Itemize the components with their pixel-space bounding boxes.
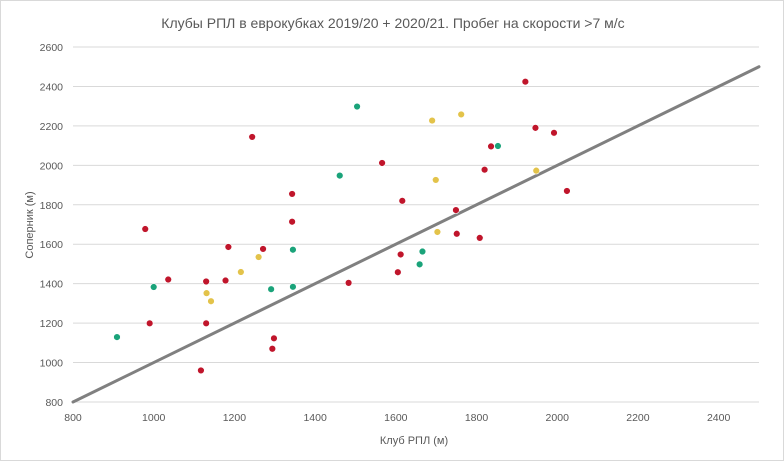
y-tick-label: 2400 — [40, 81, 64, 93]
data-point — [550, 129, 558, 137]
x-tick-label: 1400 — [303, 412, 327, 424]
data-point — [141, 225, 149, 233]
y-tick-label: 1200 — [40, 318, 64, 330]
data-point — [415, 260, 424, 269]
data-point — [532, 166, 540, 175]
x-tick-label: 2000 — [546, 412, 570, 424]
data-point — [487, 142, 495, 151]
reference-line — [71, 65, 761, 404]
y-axis-label: Соперник (м) — [24, 191, 36, 258]
chart-title: Клубы РПЛ в еврокубках 2019/20 + 2020/21… — [161, 15, 624, 31]
data-point — [418, 247, 427, 256]
data-point — [288, 218, 296, 226]
x-tick-label: 2200 — [626, 412, 650, 424]
data-point — [221, 276, 230, 285]
y-tick-label: 1800 — [40, 200, 64, 212]
data-point — [202, 277, 210, 286]
gridlines — [73, 46, 759, 403]
data-point — [259, 245, 267, 253]
series-3 — [113, 102, 502, 341]
x-tick-label: 1600 — [384, 412, 408, 424]
reference-line-group — [71, 65, 761, 404]
x-tick-label: 1000 — [142, 412, 166, 424]
data-point — [394, 268, 402, 276]
y-tick-label: 800 — [45, 397, 63, 409]
data-point — [563, 187, 571, 195]
data-point — [398, 197, 406, 205]
x-tick-label: 800 — [64, 412, 82, 424]
data-point — [113, 333, 121, 341]
data-point — [521, 78, 530, 86]
x-axis-label: Клуб РПЛ (м) — [380, 435, 448, 447]
y-tick-label: 1000 — [40, 358, 64, 370]
data-point — [433, 228, 442, 236]
x-tick-label: 1800 — [465, 412, 489, 424]
data-point — [248, 133, 256, 141]
data-point — [267, 285, 275, 293]
y-axis-ticks: 800 1000 1200 1400 1600 1800 2000 2200 2400 2600 — [40, 42, 64, 409]
data-point — [202, 289, 211, 297]
data-point — [164, 275, 172, 284]
data-point — [396, 250, 405, 259]
series-2 — [202, 110, 540, 305]
data-point — [268, 345, 277, 353]
data-point — [432, 176, 440, 184]
data-point — [289, 283, 297, 291]
x-axis-ticks: 800 1000 1200 1400 1600 1800 2000 2200 2400 — [64, 412, 730, 424]
data-point — [476, 234, 484, 242]
data-point — [224, 243, 233, 251]
data-point — [289, 246, 297, 254]
data-point — [336, 171, 344, 180]
data-point — [270, 334, 278, 342]
data-point — [428, 116, 436, 125]
data-point — [254, 253, 263, 261]
data-point — [344, 279, 353, 287]
data-point — [452, 206, 460, 214]
data-point — [453, 230, 461, 238]
data-point — [207, 297, 215, 305]
y-tick-label: 1400 — [40, 279, 64, 291]
data-point — [197, 366, 205, 375]
data-point — [237, 268, 245, 276]
data-point — [150, 283, 158, 291]
data-point — [353, 102, 361, 111]
data-point — [531, 124, 540, 132]
data-points — [113, 78, 571, 375]
x-tick-label: 1200 — [223, 412, 247, 424]
data-point — [202, 319, 210, 328]
data-point — [288, 190, 296, 198]
data-point — [457, 110, 465, 119]
y-tick-label: 2600 — [40, 42, 64, 54]
y-tick-label: 2200 — [40, 121, 64, 133]
data-point — [145, 319, 154, 328]
x-tick-label: 2400 — [707, 412, 731, 424]
data-point — [480, 165, 489, 174]
data-point — [378, 159, 386, 167]
series-1 — [141, 78, 571, 375]
y-tick-label: 1600 — [40, 239, 64, 251]
y-tick-label: 2000 — [40, 160, 64, 172]
data-point — [494, 142, 502, 150]
